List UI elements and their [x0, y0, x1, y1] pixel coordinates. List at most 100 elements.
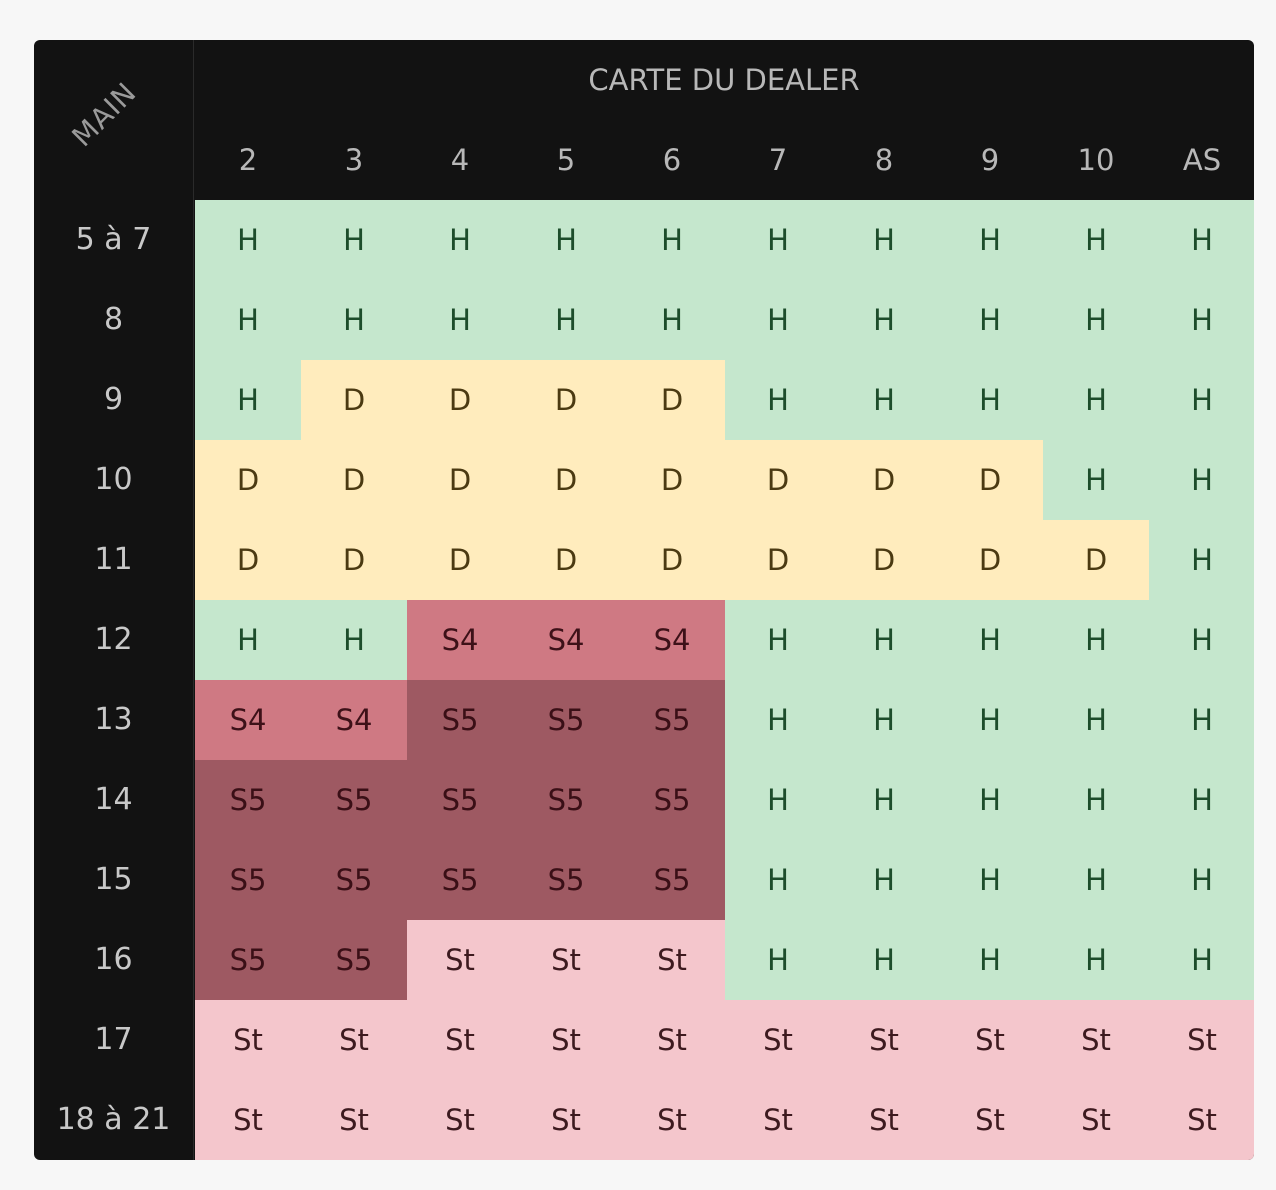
- strategy-cell: H: [725, 840, 831, 920]
- strategy-cell: St: [831, 1000, 937, 1080]
- strategy-cell: S4: [407, 600, 513, 680]
- strategy-cell: H: [195, 280, 301, 360]
- strategy-cell: S5: [619, 760, 725, 840]
- strategy-cell: H: [1043, 600, 1149, 680]
- strategy-cell: H: [937, 840, 1043, 920]
- strategy-cell: D: [195, 440, 301, 520]
- strategy-cell: S5: [513, 680, 619, 760]
- strategy-cell: D: [407, 440, 513, 520]
- strategy-cell: H: [1149, 840, 1254, 920]
- strategy-cell: D: [831, 440, 937, 520]
- strategy-cell: St: [407, 1080, 513, 1160]
- strategy-cell: D: [831, 520, 937, 600]
- strategy-cell: H: [195, 360, 301, 440]
- dealer-card-headers: 2 3 4 5 6 7 8 9 10 AS: [195, 120, 1254, 200]
- strategy-cell: H: [619, 280, 725, 360]
- strategy-cell: St: [1043, 1000, 1149, 1080]
- strategy-cell: St: [195, 1080, 301, 1160]
- strategy-cell: St: [407, 920, 513, 1000]
- strategy-cell: H: [1149, 760, 1254, 840]
- strategy-cell: D: [301, 360, 407, 440]
- strategy-cell: S5: [619, 680, 725, 760]
- strategy-cell: S4: [513, 600, 619, 680]
- dealer-card-header: 7: [768, 143, 788, 177]
- strategy-cell: H: [1043, 680, 1149, 760]
- strategy-cell: H: [1149, 440, 1254, 520]
- strategy-cell: D: [1043, 520, 1149, 600]
- strategy-cell: H: [1043, 280, 1149, 360]
- strategy-cell: H: [831, 360, 937, 440]
- strategy-cell: H: [937, 680, 1043, 760]
- dealer-card-header: 10: [1077, 143, 1115, 177]
- strategy-cell: St: [937, 1000, 1043, 1080]
- strategy-cell: St: [301, 1000, 407, 1080]
- strategy-cell: H: [725, 360, 831, 440]
- dealer-card-title: CARTE DU DEALER: [588, 63, 860, 97]
- strategy-cell: H: [1149, 200, 1254, 280]
- strategy-cell: D: [619, 520, 725, 600]
- hand-row-headers: 5 à 7 8 9 10 11 12 13 14 15 16 17 18 à 21: [34, 200, 194, 1160]
- strategy-cell: H: [195, 600, 301, 680]
- strategy-cell: H: [1043, 360, 1149, 440]
- dealer-card-header: AS: [1182, 143, 1222, 177]
- strategy-cell: H: [831, 200, 937, 280]
- hand-row-header: 8: [103, 302, 124, 337]
- strategy-cell: D: [937, 440, 1043, 520]
- strategy-cell: H: [831, 600, 937, 680]
- strategy-cell: H: [725, 920, 831, 1000]
- strategy-cell: H: [619, 200, 725, 280]
- hand-row-header: 18 à 21: [56, 1102, 171, 1137]
- strategy-cell: St: [513, 1080, 619, 1160]
- strategy-cell: S5: [513, 840, 619, 920]
- strategy-cell: H: [937, 760, 1043, 840]
- strategy-cell: S4: [619, 600, 725, 680]
- strategy-cell: H: [831, 280, 937, 360]
- strategy-cell: St: [619, 1080, 725, 1160]
- strategy-cell: D: [301, 520, 407, 600]
- strategy-cell: D: [619, 440, 725, 520]
- dealer-card-header: 8: [874, 143, 894, 177]
- strategy-cell: H: [301, 600, 407, 680]
- strategy-cell: H: [1149, 360, 1254, 440]
- strategy-cell: S5: [301, 840, 407, 920]
- strategy-cell: S5: [619, 840, 725, 920]
- strategy-cell: H: [937, 920, 1043, 1000]
- strategy-cell: H: [301, 280, 407, 360]
- strategy-cell: H: [937, 360, 1043, 440]
- hand-row-header: 12: [94, 622, 133, 657]
- strategy-cell: H: [831, 760, 937, 840]
- strategy-cell: H: [725, 600, 831, 680]
- strategy-cell: D: [619, 360, 725, 440]
- hand-row-header: 9: [103, 382, 124, 417]
- strategy-cell: S4: [195, 680, 301, 760]
- strategy-cell: D: [301, 440, 407, 520]
- strategy-cell: St: [513, 920, 619, 1000]
- strategy-cell: S4: [301, 680, 407, 760]
- strategy-cell: S5: [301, 920, 407, 1000]
- strategy-cell: S5: [195, 920, 301, 1000]
- hand-row-header: 5 à 7: [75, 222, 152, 257]
- strategy-cell: H: [725, 760, 831, 840]
- hand-axis-label: MAIN: [65, 75, 143, 154]
- strategy-cell: H: [1149, 680, 1254, 760]
- dealer-card-header: 2: [238, 143, 258, 177]
- dealer-card-header: 4: [450, 143, 470, 177]
- strategy-cell: St: [725, 1000, 831, 1080]
- strategy-cell: H: [1149, 920, 1254, 1000]
- dealer-card-header: 9: [980, 143, 1000, 177]
- strategy-cell: H: [1043, 200, 1149, 280]
- hand-row-header: 16: [94, 942, 133, 977]
- strategy-cell: H: [831, 680, 937, 760]
- strategy-cell: St: [407, 1000, 513, 1080]
- strategy-cell: H: [407, 280, 513, 360]
- strategy-cell: H: [301, 200, 407, 280]
- strategy-cell: H: [1149, 280, 1254, 360]
- strategy-cell: H: [195, 200, 301, 280]
- strategy-cell: St: [301, 1080, 407, 1160]
- hand-row-header: 13: [94, 702, 133, 737]
- strategy-cell: St: [1149, 1000, 1254, 1080]
- strategy-cell: S5: [301, 760, 407, 840]
- strategy-cell: D: [937, 520, 1043, 600]
- strategy-cell: H: [937, 200, 1043, 280]
- strategy-cell: H: [937, 280, 1043, 360]
